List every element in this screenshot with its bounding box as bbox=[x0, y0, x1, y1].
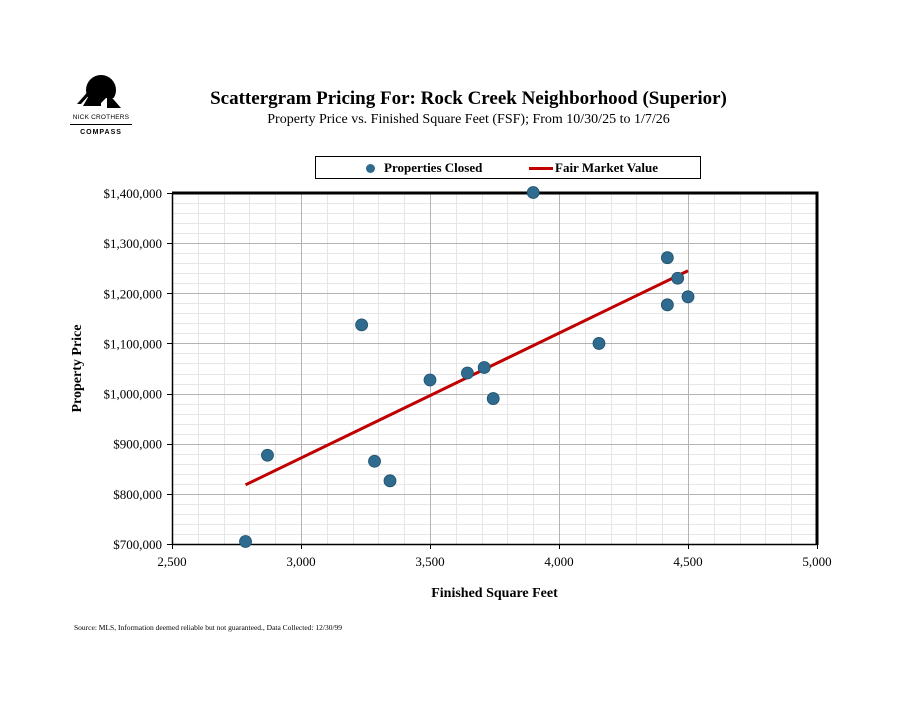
legend-item-properties: Properties Closed bbox=[366, 160, 482, 176]
house-sun-logo-icon bbox=[71, 75, 131, 112]
logo-brand: COMPASS bbox=[80, 129, 122, 136]
data-point bbox=[261, 448, 274, 462]
legend-dot-icon bbox=[366, 163, 375, 173]
x-tick-label: 3,000 bbox=[286, 554, 315, 569]
chart-title: Scattergram Pricing For: Rock Creek Neig… bbox=[210, 88, 727, 109]
data-point bbox=[660, 251, 674, 265]
data-point bbox=[368, 454, 381, 468]
data-point bbox=[383, 474, 397, 488]
data-point bbox=[461, 366, 474, 380]
logo-name: NICK CROTHERS bbox=[72, 114, 130, 121]
legend-line-icon bbox=[529, 166, 553, 170]
minor-grid bbox=[172, 193, 818, 545]
data-point bbox=[355, 318, 369, 332]
data-point bbox=[660, 298, 674, 312]
x-axis-title: Finished Square Feet bbox=[431, 586, 558, 601]
chart-subtitle: Property Price vs. Finished Square Feet … bbox=[267, 112, 670, 127]
y-tick-label: $700,000 bbox=[113, 537, 162, 552]
legend-label-fair-market: Fair Market Value bbox=[555, 160, 659, 175]
y-tick-label: $800,000 bbox=[113, 487, 162, 502]
data-point bbox=[671, 271, 685, 285]
data-point bbox=[592, 337, 606, 350]
y-axis-title: Property Price bbox=[70, 325, 85, 413]
x-tick-label: 3,500 bbox=[415, 554, 444, 569]
y-tick-label: $1,400,000 bbox=[104, 186, 163, 201]
x-tick-label: 5,000 bbox=[802, 554, 831, 569]
legend-label-properties: Properties Closed bbox=[384, 160, 483, 175]
x-tick-label: 4,500 bbox=[673, 554, 702, 569]
company-logo: NICK CROTHERS COMPASS bbox=[64, 70, 138, 146]
source-footnote: Source: MLS, Information deemed reliable… bbox=[74, 623, 343, 632]
plot-area bbox=[172, 193, 817, 544]
legend-item-fair-market: Fair Market Value bbox=[529, 160, 658, 176]
logo-divider bbox=[70, 124, 132, 125]
y-tick-label: $1,000,000 bbox=[104, 387, 163, 402]
data-point bbox=[486, 392, 500, 405]
chart-legend: Properties Closed Fair Market Value bbox=[315, 156, 701, 179]
x-tick-label: 2,500 bbox=[157, 554, 186, 569]
x-tick-label: 4,000 bbox=[544, 554, 573, 569]
data-point bbox=[477, 361, 491, 374]
y-tick-label: $1,300,000 bbox=[104, 236, 163, 251]
y-tick-label: $1,100,000 bbox=[104, 336, 163, 351]
data-point bbox=[681, 290, 695, 304]
y-tick-label: $900,000 bbox=[113, 437, 162, 452]
y-tick-label: $1,200,000 bbox=[104, 286, 163, 301]
data-point bbox=[423, 373, 437, 387]
data-point bbox=[526, 186, 540, 199]
data-point bbox=[239, 535, 252, 548]
